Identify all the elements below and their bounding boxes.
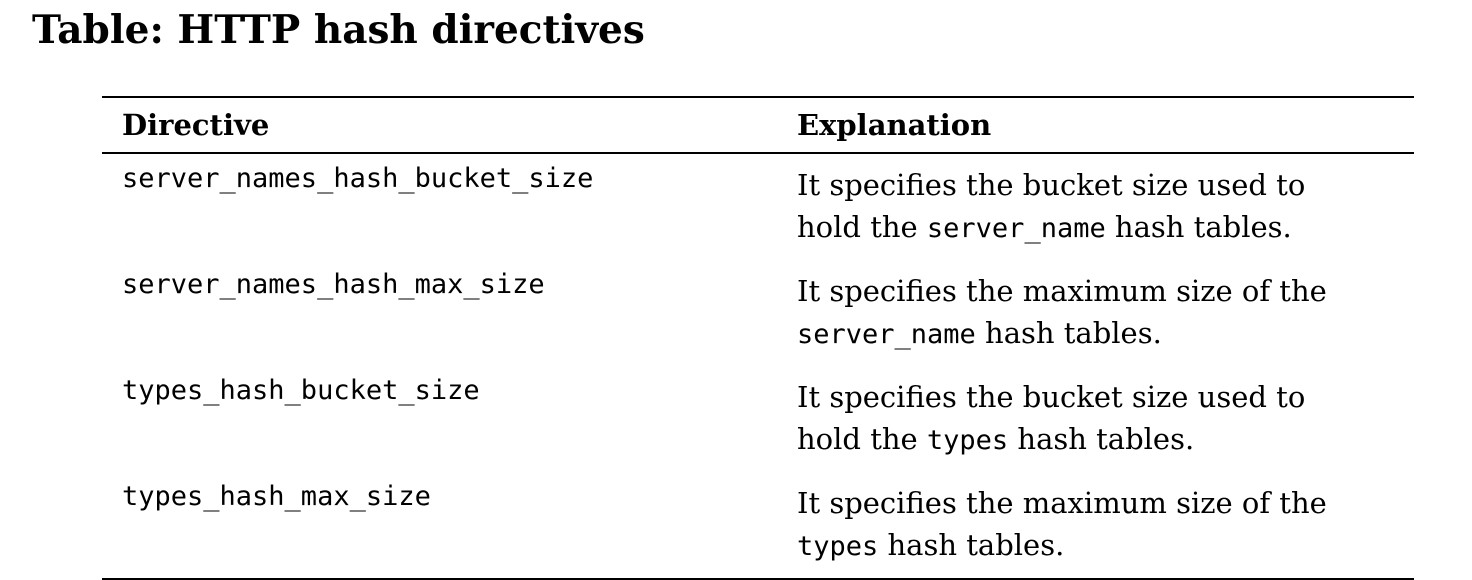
explanation-line-1: It specifies the bucket size used to (797, 168, 1306, 202)
column-header-directive: Directive (122, 108, 270, 142)
table-row: types_hash_max_size It specifies the max… (102, 472, 1414, 579)
explanation-line-2: hold the types hash tables. (797, 418, 1414, 462)
inline-code: types (926, 425, 1009, 456)
explanation-text-before: hold the (797, 210, 927, 244)
explanation-line-1: It specifies the maximum size of the (797, 486, 1327, 520)
explanation-text-after: hash tables. (975, 316, 1162, 350)
table-row: server_names_hash_max_size It specifies … (102, 260, 1414, 366)
directive-cell: server_names_hash_max_size (122, 269, 545, 300)
directive-cell: types_hash_max_size (122, 481, 431, 512)
explanation-line-2: types hash tables. (797, 524, 1414, 568)
explanation-line-1: It specifies the maximum size of the (797, 274, 1327, 308)
header-row: Directive Explanation (102, 97, 1414, 153)
directive-cell: types_hash_bucket_size (122, 375, 480, 406)
explanation-text-after: hash tables. (1008, 422, 1195, 456)
table-body: server_names_hash_bucket_size It specifi… (102, 153, 1414, 579)
inline-code: types (797, 531, 879, 562)
explanation-line-1: It specifies the bucket size used to (797, 380, 1306, 414)
table-header: Directive Explanation (102, 97, 1414, 153)
explanation-text-after: hash tables. (1105, 210, 1292, 244)
inline-code: server_name (797, 319, 976, 350)
table-title: Table: HTTP hash directives (32, 7, 645, 53)
explanation-text-before: hold the (797, 422, 927, 456)
table-row: server_names_hash_bucket_size It specifi… (102, 153, 1414, 260)
directives-table: Directive Explanation server_names_hash_… (102, 96, 1414, 580)
inline-code: server_name (926, 213, 1106, 244)
explanation-cell: It specifies the bucket size used to hol… (797, 366, 1414, 472)
column-header-explanation: Explanation (797, 108, 992, 142)
directive-cell: server_names_hash_bucket_size (122, 163, 594, 194)
table-row: types_hash_bucket_size It specifies the … (102, 366, 1414, 472)
explanation-text-after: hash tables. (878, 528, 1065, 562)
explanation-cell: It specifies the bucket size used to hol… (797, 153, 1414, 260)
explanation-line-2: hold the server_name hash tables. (797, 206, 1414, 250)
explanation-cell: It specifies the maximum size of the ser… (797, 260, 1414, 366)
explanation-line-2: server_name hash tables. (797, 312, 1414, 356)
explanation-cell: It specifies the maximum size of the typ… (797, 472, 1414, 579)
